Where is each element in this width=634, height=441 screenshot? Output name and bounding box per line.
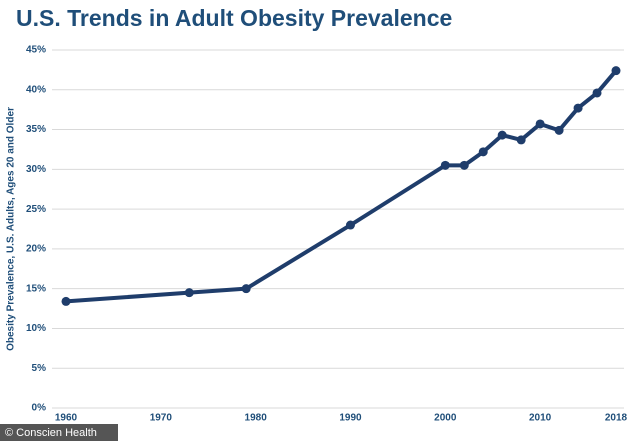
y-axis-label: Obesity Prevalence, U.S. Adults, Ages 20… [6, 107, 17, 351]
y-tick-label: 45% [26, 45, 46, 56]
point [535, 119, 545, 129]
x-tick-label: 2010 [529, 413, 552, 424]
y-tick-label: 10% [26, 323, 46, 334]
watermark: © Conscien Health [5, 427, 97, 439]
y-tick-label: 35% [26, 124, 46, 135]
line [65, 69, 618, 304]
y-tick-label: 25% [26, 204, 46, 215]
x-tick-label: 1980 [245, 413, 268, 424]
point [611, 66, 621, 76]
watermark-bg [0, 424, 118, 441]
point [184, 288, 194, 298]
y-tick-label: 0% [32, 403, 47, 414]
point [345, 220, 355, 230]
y-tick-label: 30% [26, 164, 46, 175]
y-tick-label: 20% [26, 244, 46, 255]
point [241, 284, 251, 294]
point [61, 296, 71, 306]
x-tick-label: 2000 [434, 413, 457, 424]
point [440, 160, 450, 170]
y-tick-label: 5% [32, 363, 47, 374]
point [459, 160, 469, 170]
point [497, 130, 507, 140]
point [573, 103, 583, 113]
x-tick-label: 1990 [339, 413, 362, 424]
point [592, 88, 602, 98]
chart-title: U.S. Trends in Adult Obesity Prevalence [16, 5, 452, 31]
point [554, 125, 564, 135]
y-tick-label: 15% [26, 283, 46, 294]
y-tick-label: 40% [26, 84, 46, 95]
x-tick-label: 2018 [605, 413, 628, 424]
x-tick-label: 1970 [150, 413, 173, 424]
x-tick-label: 1960 [55, 413, 78, 424]
point [516, 135, 526, 145]
point [478, 147, 488, 157]
